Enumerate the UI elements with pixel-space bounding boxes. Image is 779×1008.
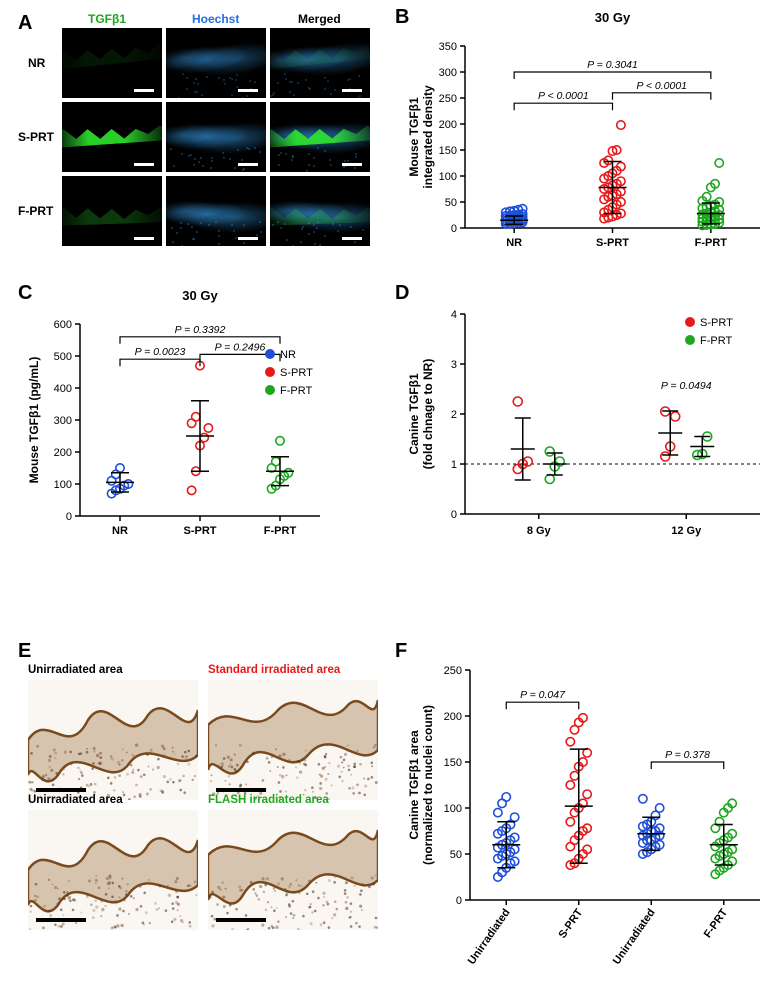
- svg-text:30 Gy: 30 Gy: [595, 10, 631, 25]
- svg-text:Unirradiated: Unirradiated: [466, 907, 513, 967]
- histology-image: [208, 810, 378, 930]
- svg-text:Mouse TGFβ1: Mouse TGFβ1: [407, 97, 421, 177]
- histology-image: [28, 680, 198, 800]
- svg-text:500: 500: [54, 351, 72, 363]
- svg-text:NR: NR: [280, 349, 296, 361]
- microscopy-image: [166, 28, 266, 98]
- panel-e-label: E: [18, 640, 31, 663]
- svg-text:0: 0: [451, 223, 457, 235]
- svg-text:S-PRT: S-PRT: [556, 907, 585, 941]
- panel-a-microscopy-grid: [62, 28, 370, 246]
- svg-text:S-PRT: S-PRT: [596, 237, 629, 249]
- svg-text:P = 0.2496: P = 0.2496: [215, 341, 266, 353]
- svg-text:P < 0.0001: P < 0.0001: [636, 80, 687, 92]
- panel-a-row-sprt: S-PRT: [18, 130, 54, 144]
- panel-a-col-merged: Merged: [298, 12, 341, 26]
- histology-label: FLASH irradiated area: [208, 794, 329, 806]
- svg-text:Mouse TGFβ1 (pg/mL): Mouse TGFβ1 (pg/mL): [27, 357, 41, 484]
- svg-text:F-PRT: F-PRT: [280, 385, 312, 397]
- microscopy-image: [62, 28, 162, 98]
- svg-text:Unirradiated: Unirradiated: [611, 907, 658, 967]
- svg-text:S-PRT: S-PRT: [700, 317, 733, 329]
- svg-text:F-PRT: F-PRT: [702, 907, 731, 941]
- svg-text:Canine TGFβ1 area: Canine TGFβ1 area: [407, 730, 421, 840]
- svg-text:NR: NR: [112, 525, 128, 537]
- svg-text:S-PRT: S-PRT: [184, 525, 217, 537]
- svg-text:100: 100: [444, 803, 462, 815]
- svg-text:P < 0.0001: P < 0.0001: [538, 90, 589, 102]
- svg-text:F-PRT: F-PRT: [700, 335, 732, 347]
- svg-text:P = 0.3041: P = 0.3041: [587, 59, 638, 71]
- svg-text:P = 0.0494: P = 0.0494: [661, 380, 712, 392]
- histology-image: [28, 810, 198, 930]
- svg-text:(fold chnage to NR): (fold chnage to NR): [421, 359, 435, 470]
- svg-text:integrated density: integrated density: [421, 85, 435, 189]
- histology-label: Unirradiated area: [28, 794, 123, 806]
- svg-text:F-PRT: F-PRT: [264, 525, 297, 537]
- svg-text:12 Gy: 12 Gy: [671, 525, 702, 537]
- svg-text:P = 0.3392: P = 0.3392: [175, 324, 226, 336]
- svg-text:P = 0.378: P = 0.378: [665, 749, 710, 761]
- microscopy-image: [270, 102, 370, 172]
- svg-text:8 Gy: 8 Gy: [527, 525, 552, 537]
- svg-text:50: 50: [445, 197, 457, 209]
- svg-text:250: 250: [444, 665, 462, 677]
- svg-text:300: 300: [54, 415, 72, 427]
- svg-text:150: 150: [444, 757, 462, 769]
- svg-text:150: 150: [439, 145, 457, 157]
- svg-text:0: 0: [456, 895, 462, 907]
- panel-a-col-tgfb: TGFβ1: [88, 12, 126, 26]
- svg-text:3: 3: [451, 359, 457, 371]
- svg-text:200: 200: [439, 119, 457, 131]
- panel-a-label: A: [18, 12, 32, 35]
- svg-text:600: 600: [54, 319, 72, 331]
- svg-text:2: 2: [451, 409, 457, 421]
- svg-text:P = 0.047: P = 0.047: [520, 689, 566, 701]
- svg-text:1: 1: [451, 459, 457, 471]
- panel-f-chart: 0 50 100 150 200 250 Unirradiated S-PRT Unirradi…: [400, 640, 770, 1000]
- panel-b-chart: 30 Gy 0 50 100 150 200 250 300 350 NR S-PRT F-PRT Mo…: [400, 6, 770, 266]
- svg-text:350: 350: [439, 41, 457, 53]
- svg-text:P = 0.0023: P = 0.0023: [135, 346, 186, 358]
- microscopy-image: [270, 176, 370, 246]
- svg-text:S-PRT: S-PRT: [280, 367, 313, 379]
- histology-label: Standard irradiated area: [208, 664, 340, 676]
- panel-a-row-fprt: F-PRT: [18, 204, 53, 218]
- svg-text:0: 0: [66, 511, 72, 523]
- microscopy-image: [166, 176, 266, 246]
- svg-text:400: 400: [54, 383, 72, 395]
- panel-a-col-hoechst: Hoechst: [192, 12, 239, 26]
- histology-label: Unirradiated area: [28, 664, 123, 676]
- microscopy-image: [62, 102, 162, 172]
- microscopy-image: [166, 102, 266, 172]
- svg-text:100: 100: [439, 171, 457, 183]
- svg-text:100: 100: [54, 479, 72, 491]
- svg-text:250: 250: [439, 93, 457, 105]
- svg-text:F-PRT: F-PRT: [695, 237, 728, 249]
- histology-image: [208, 680, 378, 800]
- microscopy-image: [62, 176, 162, 246]
- svg-text:30 Gy: 30 Gy: [182, 288, 218, 303]
- svg-text:300: 300: [439, 67, 457, 79]
- panel-d-chart: 0 1 2 3 4 8 Gy 12 Gy Canine TGFβ1(fold chnage t…: [400, 284, 770, 554]
- svg-text:200: 200: [444, 711, 462, 723]
- panel-a-row-nr: NR: [28, 56, 45, 70]
- microscopy-image: [270, 28, 370, 98]
- svg-text:NR: NR: [506, 237, 522, 249]
- svg-text:4: 4: [451, 309, 457, 321]
- svg-text:50: 50: [450, 849, 462, 861]
- svg-text:Canine TGFβ1: Canine TGFβ1: [407, 373, 421, 455]
- svg-text:(normalized to nuclei count): (normalized to nuclei count): [421, 705, 435, 865]
- svg-text:200: 200: [54, 447, 72, 459]
- svg-text:0: 0: [451, 509, 457, 521]
- panel-c-chart: 30 Gy 0 100 200 300 400 500 600 NR S-PRT F-PRT Mous…: [20, 284, 390, 554]
